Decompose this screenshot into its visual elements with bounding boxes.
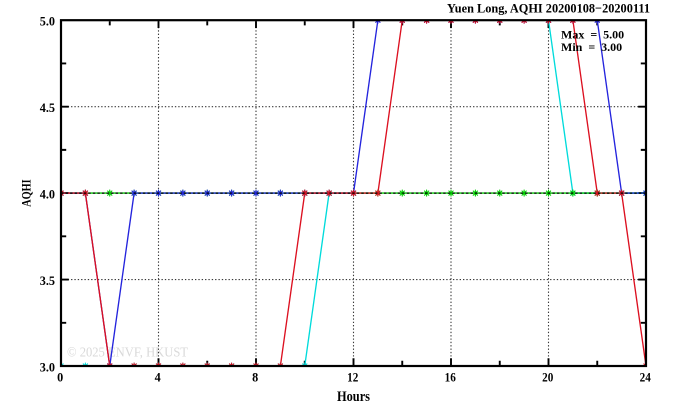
svg-text:8: 8 (252, 371, 258, 385)
svg-text:Yuen Long, AQHI 20200108−20200: Yuen Long, AQHI 20200108−20200111 (447, 0, 650, 15)
svg-text:Max = 5.00: Max = 5.00 (561, 28, 624, 42)
svg-text:0: 0 (57, 371, 63, 385)
svg-text:Hours: Hours (337, 389, 370, 405)
svg-text:© 2025 ENVF, HKUST: © 2025 ENVF, HKUST (67, 345, 188, 360)
svg-text:12: 12 (347, 371, 358, 385)
svg-text:3.5: 3.5 (40, 274, 55, 288)
svg-text:16: 16 (445, 371, 456, 385)
svg-text:3.0: 3.0 (40, 361, 55, 375)
svg-text:4.0: 4.0 (40, 188, 55, 202)
svg-text:5.0: 5.0 (40, 15, 55, 29)
svg-text:20: 20 (542, 371, 553, 385)
svg-text:24: 24 (640, 371, 651, 385)
svg-text:4: 4 (155, 371, 161, 385)
svg-text:AQHI: AQHI (20, 179, 34, 207)
svg-text:4.5: 4.5 (40, 101, 55, 115)
svg-text:Min = 3.00: Min = 3.00 (561, 40, 622, 54)
